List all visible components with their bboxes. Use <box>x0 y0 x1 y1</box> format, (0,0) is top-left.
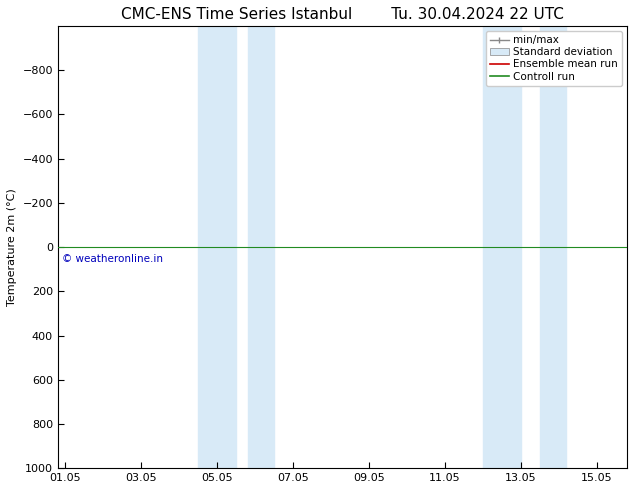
Bar <box>198 26 236 468</box>
Text: © weatheronline.in: © weatheronline.in <box>61 254 163 264</box>
Bar <box>540 26 566 468</box>
Legend: min/max, Standard deviation, Ensemble mean run, Controll run: min/max, Standard deviation, Ensemble me… <box>486 31 622 86</box>
Bar <box>248 26 274 468</box>
Bar <box>483 26 521 468</box>
Y-axis label: Temperature 2m (°C): Temperature 2m (°C) <box>7 188 17 306</box>
Title: CMC-ENS Time Series Istanbul        Tu. 30.04.2024 22 UTC: CMC-ENS Time Series Istanbul Tu. 30.04.2… <box>121 7 564 22</box>
